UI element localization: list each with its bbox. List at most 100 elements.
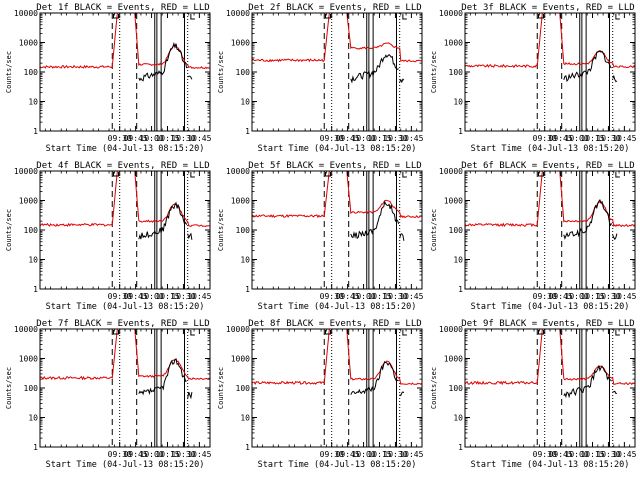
chart-title: Det 3f BLACK = Events, RED = LLD xyxy=(461,3,634,13)
x-tick-label: 09:45 xyxy=(336,292,360,301)
x-tick-label: 10:15 xyxy=(367,450,391,459)
x-tick-label: 09:45 xyxy=(336,450,360,459)
y-tick-label: 1 xyxy=(458,285,463,294)
chart-panel-det-6: Det 6f BLACK = Events, RED = LLD 1 10 100 10… xyxy=(430,161,637,312)
x-tick-label: 10:45 xyxy=(399,292,423,301)
x-tick-label: 10:15 xyxy=(580,292,604,301)
x-tick-label: 09:45 xyxy=(124,134,148,143)
y-tick-label: 1000 xyxy=(231,39,250,48)
y-tick-label: 1000 xyxy=(19,355,38,364)
y-tick-label: 10000 xyxy=(439,325,463,334)
marker-bracket xyxy=(615,330,620,336)
y-tick-label: 10 xyxy=(453,256,463,265)
y-tick-label: 10000 xyxy=(439,9,463,18)
chart-panel-det-2: Det 2f BLACK = Events, RED = LLD 1 10 100 10… xyxy=(217,3,424,154)
x-tick-label: 09:30 xyxy=(108,292,132,301)
x-tick-label: 10:00 xyxy=(352,450,376,459)
x-axis-label: Start Time (04-Jul-13 08:15:20) xyxy=(258,460,417,470)
marker-bracket xyxy=(538,14,544,19)
x-axis-label: Start Time (04-Jul-13 08:15:20) xyxy=(258,144,417,154)
x-tick-label: 10:30 xyxy=(596,292,620,301)
events-series-tail xyxy=(399,78,405,84)
y-tick-label: 100 xyxy=(236,226,251,235)
events-series-line xyxy=(138,358,187,396)
events-series-line xyxy=(563,365,612,399)
lld-series-line xyxy=(40,171,210,227)
marker-bracket xyxy=(538,172,544,177)
y-tick-label: 100 xyxy=(449,68,464,77)
lld-series-line xyxy=(465,13,635,69)
x-axis-label: Start Time (04-Jul-13 08:15:20) xyxy=(46,144,205,154)
x-tick-label: 10:00 xyxy=(565,292,589,301)
marker-bracket xyxy=(615,14,620,20)
chart-panel-det-4: Det 4f BLACK = Events, RED = LLD 1 10 100 10… xyxy=(5,161,212,312)
x-tick-label: 10:30 xyxy=(383,134,407,143)
x-tick-label: 10:15 xyxy=(155,450,179,459)
y-tick-label: 1 xyxy=(245,285,250,294)
y-tick-label: 10000 xyxy=(226,325,250,334)
x-tick-label: 10:00 xyxy=(140,292,164,301)
x-tick-label: 10:15 xyxy=(580,134,604,143)
y-axis-label: Counts/sec xyxy=(5,367,13,409)
x-tick-label: 10:45 xyxy=(612,450,636,459)
events-series-tail xyxy=(612,233,618,241)
chart-title: Det 9f BLACK = Events, RED = LLD xyxy=(461,319,634,329)
x-tick-label: 09:45 xyxy=(549,134,573,143)
chart-title: Det 5f BLACK = Events, RED = LLD xyxy=(248,161,421,171)
events-series-line xyxy=(138,41,188,82)
marker-bracket xyxy=(402,14,407,20)
x-tick-label: 09:30 xyxy=(108,450,132,459)
marker-bracket xyxy=(615,172,620,178)
x-tick-label: 09:30 xyxy=(533,450,557,459)
y-tick-label: 10 xyxy=(453,98,463,107)
x-tick-label: 10:45 xyxy=(612,292,636,301)
x-tick-label: 10:15 xyxy=(367,134,391,143)
y-tick-label: 10000 xyxy=(226,167,250,176)
x-axis-label: Start Time (04-Jul-13 08:15:20) xyxy=(471,302,630,312)
y-tick-label: 100 xyxy=(24,384,39,393)
y-tick-label: 1000 xyxy=(444,39,463,48)
events-series-tail xyxy=(399,391,405,397)
y-tick-label: 100 xyxy=(24,226,39,235)
x-tick-label: 10:45 xyxy=(399,450,423,459)
y-tick-label: 1000 xyxy=(231,197,250,206)
events-series-tail xyxy=(612,74,618,83)
x-tick-label: 09:45 xyxy=(124,292,148,301)
y-tick-label: 100 xyxy=(449,226,464,235)
y-tick-label: 1 xyxy=(245,127,250,136)
chart-panel-det-8: Det 8f BLACK = Events, RED = LLD 1 10 100 10… xyxy=(217,319,424,470)
y-tick-label: 1000 xyxy=(444,197,463,206)
x-tick-label: 10:30 xyxy=(383,450,407,459)
lld-series-line xyxy=(252,171,422,219)
events-series-line xyxy=(350,360,399,395)
x-tick-label: 10:15 xyxy=(367,292,391,301)
marker-bracket xyxy=(325,14,331,19)
x-tick-label: 10:00 xyxy=(565,450,589,459)
events-series-line xyxy=(350,200,400,240)
y-tick-label: 1 xyxy=(458,127,463,136)
x-tick-label: 09:45 xyxy=(336,134,360,143)
x-tick-label: 10:30 xyxy=(596,134,620,143)
x-axis-label: Start Time (04-Jul-13 08:15:20) xyxy=(258,302,417,312)
y-tick-label: 10000 xyxy=(14,9,38,18)
chart-title: Det 7f BLACK = Events, RED = LLD xyxy=(36,319,209,329)
y-tick-label: 100 xyxy=(236,384,251,393)
x-tick-label: 09:30 xyxy=(320,134,344,143)
events-series-line xyxy=(563,199,613,240)
chart-panel-det-7: Det 7f BLACK = Events, RED = LLD 1 10 100 10… xyxy=(5,319,212,470)
lld-series-line xyxy=(465,171,635,228)
chart-panel-det-3: Det 3f BLACK = Events, RED = LLD 1 10 100 10… xyxy=(430,3,637,154)
y-tick-label: 1000 xyxy=(19,197,38,206)
y-tick-label: 10 xyxy=(28,414,38,423)
marker-bracket xyxy=(325,330,331,335)
y-tick-label: 10 xyxy=(28,256,38,265)
chart-title: Det 8f BLACK = Events, RED = LLD xyxy=(248,319,421,329)
x-tick-label: 10:45 xyxy=(187,134,211,143)
chart-title: Det 1f BLACK = Events, RED = LLD xyxy=(36,3,209,13)
marker-bracket xyxy=(113,14,119,19)
marker-bracket xyxy=(113,330,119,335)
y-axis-label: Counts/sec xyxy=(217,209,225,251)
y-tick-label: 10 xyxy=(453,414,463,423)
events-series-tail xyxy=(187,232,193,240)
